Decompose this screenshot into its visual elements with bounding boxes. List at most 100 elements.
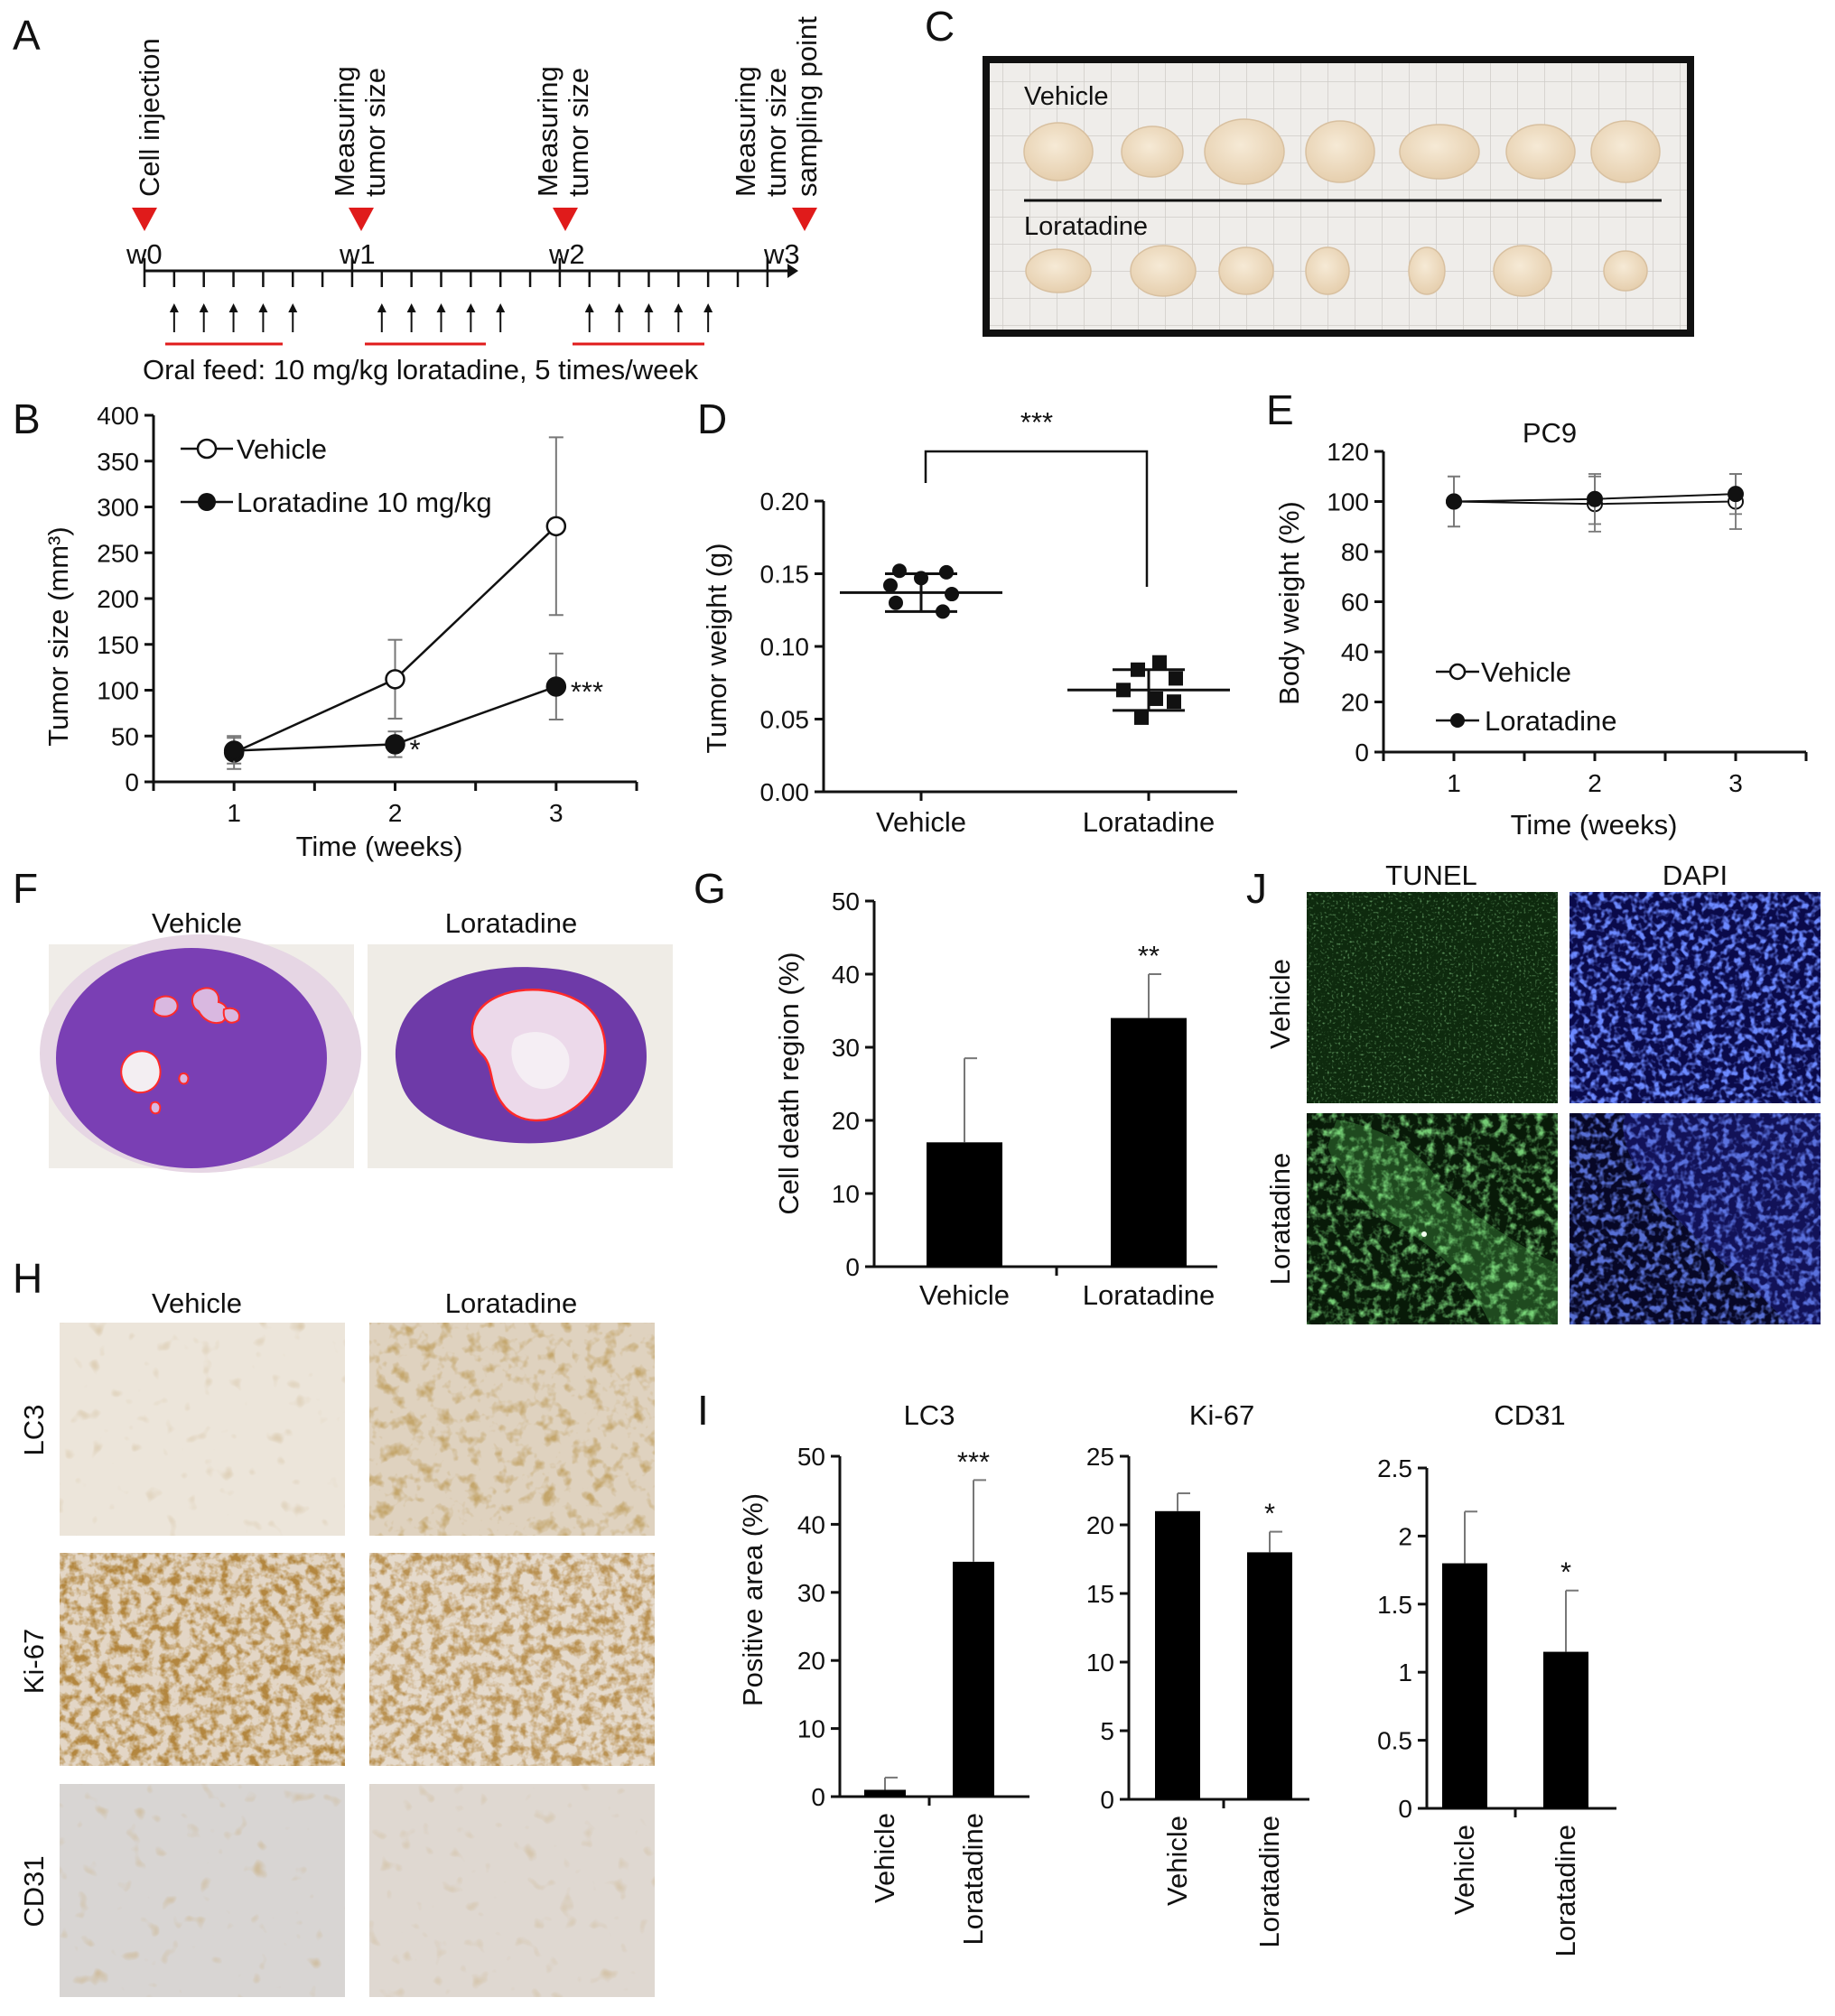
b-data-point bbox=[385, 734, 405, 755]
panel-f-he-sections: F Vehicle Loratadine bbox=[13, 865, 673, 1173]
g-y-tick-label: 50 bbox=[832, 887, 860, 915]
i1-y-tick-label: 5 bbox=[1100, 1717, 1114, 1745]
ihc-cd31-vehicle bbox=[60, 1784, 345, 1997]
b-legend-marker-loratadine bbox=[198, 493, 216, 511]
tumor-specimen-loratadine bbox=[1218, 246, 1274, 295]
g-x-tick-label: Loratadine bbox=[1083, 1279, 1216, 1311]
e-y-tick-label: 60 bbox=[1341, 589, 1369, 617]
i-title-lc3: LC3 bbox=[904, 1399, 955, 1431]
g-x-tick-label: Vehicle bbox=[919, 1279, 1010, 1311]
ihc-ki67-loratadine-stain bbox=[369, 1553, 655, 1766]
dose-arrow-head bbox=[703, 303, 713, 312]
b-xlabel: Time (weeks) bbox=[296, 831, 463, 862]
ihc-lc3-loratadine bbox=[369, 1323, 655, 1536]
he-vehicle-necrosis-3 bbox=[191, 987, 228, 1024]
b-y-tick-label: 300 bbox=[97, 494, 139, 522]
ihc-ki67-vehicle bbox=[60, 1553, 345, 1766]
i2-bar bbox=[1543, 1651, 1588, 1808]
b-x-tick-label: 3 bbox=[549, 799, 564, 827]
i-title-ki67: Ki-67 bbox=[1189, 1399, 1254, 1431]
i1-significance-label: * bbox=[1264, 1498, 1275, 1529]
h-row-label-lc3: LC3 bbox=[18, 1405, 50, 1456]
d-x-tick-label: Loratadine bbox=[1083, 806, 1216, 838]
d-x-tick-label: Vehicle bbox=[876, 806, 966, 838]
panel-letter-f: F bbox=[13, 865, 38, 912]
dapi-loratadine-nuclei bbox=[1570, 1113, 1821, 1324]
h-row-label-cd31: CD31 bbox=[18, 1855, 50, 1927]
e-title: PC9 bbox=[1523, 417, 1577, 449]
e-y-tick-label: 0 bbox=[1355, 739, 1369, 766]
g-bar bbox=[1111, 1017, 1187, 1267]
he-vehicle-tumor bbox=[56, 948, 327, 1168]
dose-arrow-head bbox=[288, 303, 298, 312]
event-measuring-w2: Measuringtumor size bbox=[532, 66, 594, 197]
he-vehicle-necrosis-2 bbox=[152, 995, 179, 1017]
dapi-loratadine-image bbox=[1570, 1113, 1821, 1324]
b-data-point bbox=[385, 669, 405, 690]
tumor-specimen-vehicle bbox=[1121, 125, 1184, 178]
panel-letter-b: B bbox=[13, 395, 41, 442]
he-section-loratadine bbox=[368, 944, 673, 1168]
panel-g-cell-death-chart: G 0 10 20 30 40 50 Vehicle ** Loratadine Cell de… bbox=[694, 865, 1217, 1311]
d-significance-label: *** bbox=[1020, 406, 1053, 438]
he-vehicle-necrosis-4 bbox=[222, 1007, 240, 1024]
i1-y-tick-label: 20 bbox=[1086, 1511, 1114, 1539]
tumor-specimen-loratadine bbox=[1603, 250, 1648, 292]
panel-letter-g: G bbox=[694, 865, 726, 912]
b-y-tick-label: 150 bbox=[97, 631, 139, 659]
event-measuring-w1: Measuringtumor size bbox=[329, 66, 391, 197]
b-ylabel: Tumor size (mm³) bbox=[42, 526, 74, 746]
dose-arrow-head bbox=[406, 303, 416, 312]
week-label-w1: w1 bbox=[339, 238, 376, 270]
i1-x-tick-label: Vehicle bbox=[1161, 1816, 1193, 1906]
i0-x-tick-label: Vehicle bbox=[869, 1813, 900, 1903]
h-row-label-ki67: Ki-67 bbox=[18, 1629, 50, 1694]
i1-x-tick-label: Loratadine bbox=[1253, 1816, 1285, 1948]
i0-significance-label: *** bbox=[957, 1445, 990, 1477]
e-y-tick-label: 120 bbox=[1327, 438, 1369, 466]
i2-y-tick-label: 2 bbox=[1398, 1522, 1412, 1550]
i2-y-tick-label: 1 bbox=[1398, 1658, 1412, 1686]
i0-bar bbox=[953, 1561, 994, 1797]
i-ylabel: Positive area (%) bbox=[737, 1493, 768, 1706]
b-legend-loratadine: Loratadine 10 mg/kg bbox=[237, 487, 492, 518]
dose-arrows bbox=[169, 303, 713, 332]
panel-letter-d: D bbox=[697, 395, 727, 442]
ihc-cd31-loratadine bbox=[369, 1784, 655, 1997]
chart-i-lc3: 0 10 20 30 40 50 Vehicle *** Loratadine bbox=[797, 1443, 1029, 1946]
d-data-point bbox=[939, 564, 954, 580]
tunel-vehicle-image bbox=[1307, 892, 1558, 1103]
d-y-tick-label: 0.10 bbox=[760, 633, 810, 661]
b-data-point bbox=[545, 676, 567, 697]
d-data-point bbox=[1134, 710, 1149, 725]
panel-letter-h: H bbox=[13, 1255, 42, 1302]
tunel-loratadine-image bbox=[1307, 1113, 1558, 1324]
dose-arrow-head bbox=[644, 303, 654, 312]
panel-letter-e: E bbox=[1266, 386, 1294, 433]
panel-h-ihc: H Vehicle Loratadine LC3 Ki-67 CD31 bbox=[13, 1255, 655, 1997]
i2-y-tick-label: 1.5 bbox=[1377, 1591, 1412, 1619]
h-column-label-vehicle: Vehicle bbox=[152, 1287, 242, 1319]
e-y-tick-label: 20 bbox=[1341, 689, 1369, 717]
tumor-specimen-vehicle bbox=[1590, 120, 1661, 183]
g-bar bbox=[927, 1142, 1002, 1267]
timeline-arrowhead bbox=[787, 264, 798, 278]
chart-e: 0 20 40 60 80 100 120 1 2 3 bbox=[1327, 438, 1808, 797]
f-column-label-vehicle: Vehicle bbox=[152, 907, 242, 939]
tumor-specimen-vehicle bbox=[1505, 124, 1576, 180]
e-data-point bbox=[1587, 490, 1603, 507]
b-y-tick-label: 0 bbox=[125, 768, 139, 796]
j-row-label-vehicle: Vehicle bbox=[1264, 959, 1296, 1049]
d-data-point bbox=[936, 604, 950, 619]
d-y-tick-label: 0.20 bbox=[760, 488, 810, 516]
i1-y-tick-label: 10 bbox=[1086, 1649, 1114, 1677]
d-significance-bracket bbox=[924, 450, 1149, 587]
he-section-vehicle bbox=[40, 934, 361, 1173]
week-label-w3: w3 bbox=[763, 238, 800, 270]
ihc-lc3-vehicle bbox=[60, 1323, 345, 1536]
tumor-specimen-loratadine bbox=[1305, 246, 1350, 295]
j-column-label-dapi: DAPI bbox=[1663, 859, 1728, 891]
g-y-tick-label: 20 bbox=[832, 1107, 860, 1135]
